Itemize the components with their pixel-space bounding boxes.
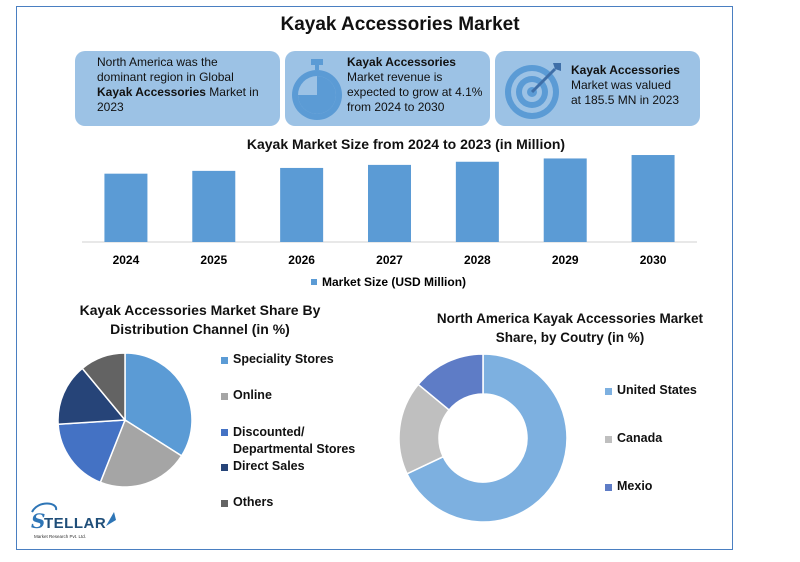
legend-canada: Canada <box>605 431 662 445</box>
legend-swatch <box>221 464 228 471</box>
legend-swatch <box>221 500 228 507</box>
page-title: Kayak Accessories Market <box>280 14 520 35</box>
region-card-text: North America was the dominant region in… <box>97 55 277 115</box>
legend-label: Discounted/ Departmental Stores <box>233 425 356 456</box>
donut-slice-2 <box>417 353 484 412</box>
region-line-3-bold: Kayak Accessories <box>97 85 206 99</box>
bar-2029 <box>543 158 587 242</box>
legend-swatch <box>221 357 228 364</box>
value-line-1: Market was valued <box>571 78 672 92</box>
legend-swatch <box>605 388 612 395</box>
region-line-3-tail: Market in <box>205 85 259 99</box>
legend-swatch <box>221 393 228 400</box>
growth-card-heading: Kayak Accessories <box>347 55 456 69</box>
bar-2028 <box>455 161 499 242</box>
bar-2030 <box>631 155 675 242</box>
legend-others: Others <box>221 495 273 509</box>
bar-2025 <box>192 170 236 242</box>
legend-mexico: Mexio <box>605 479 652 493</box>
bar-tick-label: 2030 <box>640 253 667 267</box>
value-card-text: Kayak Accessories Market was valued at 1… <box>571 63 699 108</box>
target-icon <box>505 63 561 119</box>
legend-label: Others <box>233 495 274 509</box>
legend-label: Canada <box>617 431 663 445</box>
region-card: North America was the dominant region in… <box>75 51 280 126</box>
legend-label: Speciality Stores <box>233 352 334 366</box>
bar-tick-label: 2026 <box>288 253 315 267</box>
value-card: Kayak Accessories Market was valued at 1… <box>495 51 700 126</box>
pie-chart-title: Kayak Accessories Market Share By Distri… <box>79 302 321 337</box>
legend-swatch <box>605 436 612 443</box>
region-line-1: North America was the <box>97 55 218 69</box>
legend-label: Mexio <box>617 479 653 493</box>
pie-chart <box>57 352 193 488</box>
donut-slice-0 <box>405 353 568 523</box>
legend-speciality: Speciality Stores <box>221 352 334 366</box>
legend-discounted: Discounted/ Departmental Stores <box>221 424 373 458</box>
region-line-4: 2023 <box>97 100 124 114</box>
donut-chart <box>398 353 568 523</box>
stellar-logo-mark: S TELLAR Market Research Pvt. Ltd. <box>31 502 116 539</box>
bar-2027 <box>368 164 411 242</box>
legend-direct: Direct Sales <box>221 459 305 473</box>
legend-label: United States <box>617 383 697 397</box>
growth-card: Kayak Accessories Market revenue is expe… <box>285 51 490 126</box>
bar-chart: 2024 2025 2026 2027 2028 2029 2030 Market Size … <box>82 155 697 289</box>
bar-tick-label: 2028 <box>464 253 491 267</box>
infographic-frame <box>16 6 733 550</box>
legend-us: United States <box>605 383 697 397</box>
pie-slice-1 <box>99 418 183 488</box>
svg-text:S: S <box>31 509 45 533</box>
legend-online: Online <box>221 388 272 402</box>
bar-legend-swatch <box>311 279 317 285</box>
bar-2024 <box>104 173 148 242</box>
growth-line-2: expected to grow at 4.1% <box>347 85 483 99</box>
pie-slice-3 <box>57 367 127 426</box>
growth-line-3: from 2024 to 2030 <box>347 100 445 114</box>
bar-chart-title: Kayak Market Size from 2024 to 2023 (in … <box>246 136 566 152</box>
stellar-logo: S TELLAR Market Research Pvt. Ltd. <box>28 500 123 549</box>
bar-tick-label: 2029 <box>552 253 579 267</box>
value-line-2: at 185.5 MN in 2023 <box>571 93 680 107</box>
bar-tick-label: 2025 <box>200 253 227 267</box>
svg-text:Market Research Pvt. Ltd.: Market Research Pvt. Ltd. <box>34 534 86 539</box>
legend-swatch <box>605 484 612 491</box>
legend-label: Direct Sales <box>233 459 305 473</box>
legend-swatch <box>221 429 228 436</box>
pie-slice-2 <box>57 419 127 484</box>
legend-label: Online <box>233 388 272 402</box>
pie-slice-4 <box>81 352 126 423</box>
bar-tick-label: 2027 <box>376 253 403 267</box>
value-card-heading: Kayak Accessories <box>571 63 680 77</box>
region-line-2: dominant region in Global <box>97 70 234 84</box>
bar-legend-label: Market Size (USD Million) <box>322 275 466 289</box>
growth-card-text: Kayak Accessories Market revenue is expe… <box>347 55 487 115</box>
bar-2026 <box>280 167 324 242</box>
svg-text:TELLAR: TELLAR <box>44 515 106 532</box>
bar-tick-label: 2024 <box>113 253 140 267</box>
donut-chart-title: North America Kayak Accessories Market S… <box>436 311 704 345</box>
stopwatch-icon <box>292 59 342 120</box>
growth-line-1: Market revenue is <box>347 70 443 84</box>
